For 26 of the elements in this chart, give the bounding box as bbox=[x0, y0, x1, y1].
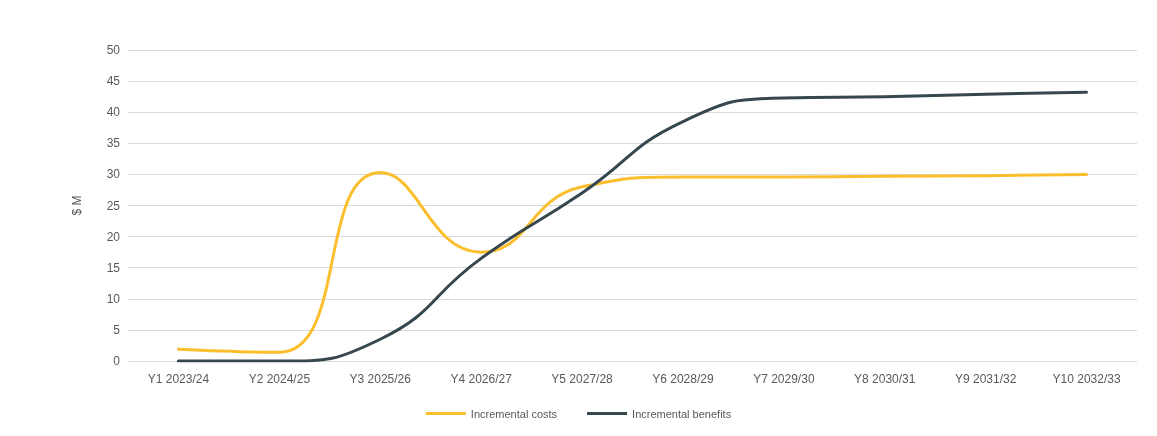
x-tick-label: Y7 2029/30 bbox=[753, 372, 815, 386]
y-axis-title: $ M bbox=[70, 195, 84, 216]
legend-label: Incremental benefits bbox=[632, 407, 732, 420]
y-tick-label: 30 bbox=[106, 167, 121, 182]
line-series bbox=[176, 90, 1089, 363]
x-tick-label: Y6 2028/29 bbox=[652, 372, 714, 386]
y-tick-label: 35 bbox=[106, 136, 121, 151]
x-tick-label: Y9 2031/32 bbox=[954, 372, 1017, 386]
line-series bbox=[176, 171, 1089, 354]
y-tick-label: 5 bbox=[113, 322, 121, 337]
x-tick-label: Y1 2023/24 bbox=[147, 372, 210, 386]
y-tick-label: 25 bbox=[106, 198, 121, 213]
y-tick-label: 50 bbox=[106, 43, 121, 57]
y-tick-label: 45 bbox=[106, 74, 121, 89]
y-tick-label: 10 bbox=[106, 291, 121, 306]
legend-label: Incremental costs bbox=[470, 407, 558, 420]
y-tick-label: 0 bbox=[113, 354, 121, 368]
x-tick-label: Y4 2026/27 bbox=[450, 372, 513, 386]
x-tick-label: Y8 2030/31 bbox=[854, 372, 916, 386]
x-tick-label: Y5 2027/28 bbox=[551, 372, 614, 386]
y-tick-label: 20 bbox=[106, 229, 121, 244]
x-tick-label: Y10 2032/33 bbox=[1052, 372, 1121, 386]
x-tick-label: Y2 2024/25 bbox=[248, 372, 311, 386]
y-tick-label: 15 bbox=[106, 260, 121, 275]
y-tick-label: 40 bbox=[106, 105, 121, 120]
x-tick-label: Y3 2025/26 bbox=[349, 372, 412, 386]
